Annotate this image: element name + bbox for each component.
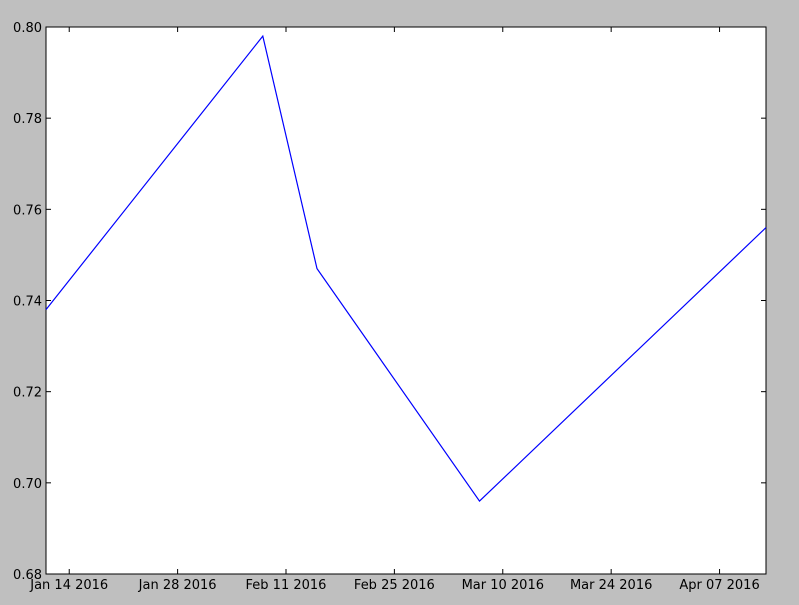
x-tick-label: Mar 10 2016 [462, 578, 544, 593]
x-tick-label: Feb 25 2016 [354, 578, 435, 593]
x-tick-label: Jan 28 2016 [138, 578, 217, 593]
series-layer [45, 34, 767, 503]
y-tick-label: 0.70 [13, 477, 42, 492]
x-tick-label: Feb 11 2016 [246, 578, 327, 593]
x-tick-label: Apr 07 2016 [679, 578, 759, 593]
x-tick-label: Mar 24 2016 [570, 578, 652, 593]
x-tick-label: Jan 14 2016 [29, 578, 108, 593]
y-tick-label: 0.68 [13, 568, 42, 583]
series-line [45, 34, 767, 503]
y-tick-label: 0.80 [13, 21, 42, 36]
tick-labels: Jan 14 2016 Jan 28 2016 Feb 11 2016 Feb 25 … [13, 21, 760, 593]
y-tick-label: 0.76 [13, 203, 42, 218]
plot-area [45, 26, 767, 575]
axis-ticks [46, 26, 766, 575]
y-tick-label: 0.74 [13, 295, 42, 310]
y-tick-label: 0.78 [13, 112, 42, 127]
y-tick-label: 0.72 [13, 386, 42, 401]
